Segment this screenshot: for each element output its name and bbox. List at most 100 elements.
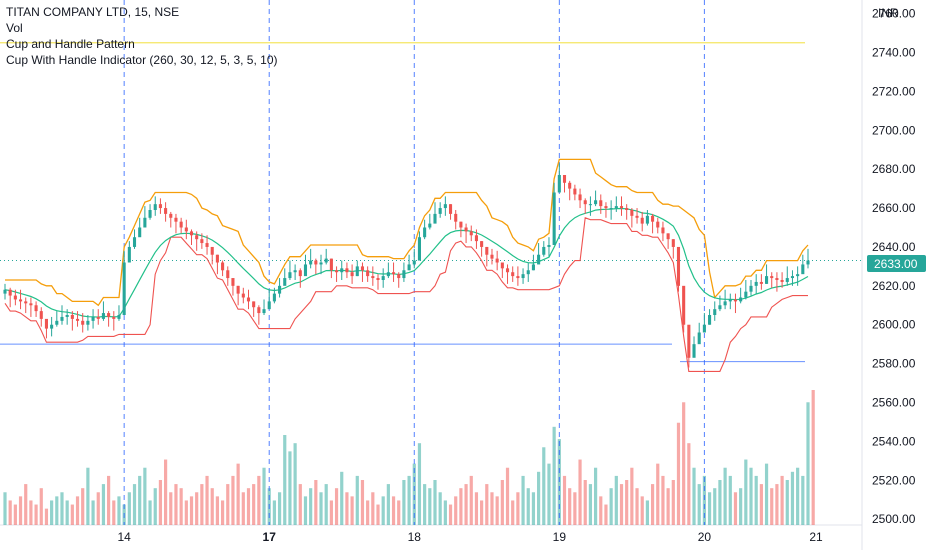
x-axis: 14 17 18 19 20 21 (117, 530, 823, 544)
legend-indicator-cup-with-handle[interactable]: Cup With Handle Indicator (260, 30, 12, … (6, 53, 278, 67)
candle (687, 324, 691, 368)
candle (770, 272, 774, 288)
volume-bar (785, 480, 789, 525)
volume-bar (811, 390, 815, 525)
volume-bar (485, 484, 489, 525)
candle (676, 246, 681, 292)
volume-bar (759, 484, 763, 525)
volume-bar (438, 492, 442, 525)
candle (443, 196, 447, 216)
volume-bar (132, 484, 137, 525)
volume-bar (184, 500, 188, 525)
legend-indicator-cup-handle[interactable]: Cup and Handle Pattern (6, 37, 135, 51)
y-tick-label: 2560.00 (872, 396, 916, 410)
candle (39, 307, 43, 327)
volume-bar (257, 475, 261, 525)
volume-bar (547, 463, 551, 525)
volume-bar (200, 484, 204, 525)
y-tick-label: 2640.00 (872, 240, 916, 254)
volume-bar (50, 500, 54, 525)
candle (671, 239, 675, 259)
candle (495, 250, 499, 271)
volume-bar (733, 492, 738, 525)
volume-bar (179, 488, 183, 525)
candle (651, 213, 655, 234)
candle (215, 254, 219, 275)
volume-bar (195, 492, 199, 525)
candle (169, 211, 173, 228)
volume-bar (630, 467, 634, 525)
candle (744, 280, 748, 300)
y-tick-label: 2760.00 (872, 7, 916, 21)
volume-bar (661, 475, 665, 525)
volume-bar (537, 471, 541, 525)
volume-bar (749, 467, 753, 525)
candle (200, 233, 204, 249)
volume-bar (96, 492, 100, 525)
volume-bar (780, 475, 784, 525)
volume-bar (262, 467, 266, 525)
volume-bar (593, 467, 598, 525)
volume-bar (366, 500, 370, 525)
volume-bar (391, 496, 396, 525)
candle (692, 336, 696, 358)
volume-bar (505, 467, 510, 525)
candle (531, 254, 535, 271)
candle (562, 175, 567, 193)
candle (754, 274, 758, 294)
volume-bar (376, 504, 380, 525)
candle (236, 285, 240, 306)
candle (143, 206, 147, 228)
currency-label: INR (878, 6, 899, 20)
volume-bar (252, 484, 256, 525)
candle (417, 231, 421, 261)
candle (319, 254, 323, 275)
last-price-tag: 2633.00 (867, 255, 926, 272)
candle (588, 196, 592, 216)
volume-bar (423, 484, 427, 525)
volume-bar (770, 488, 774, 525)
candle (407, 254, 411, 271)
candle (599, 194, 603, 214)
candle (500, 262, 504, 279)
volume-bar (107, 475, 111, 525)
candle (34, 301, 38, 317)
volume-bar (205, 475, 209, 525)
y-tick-label: 2700.00 (872, 123, 916, 137)
volume-bar (34, 504, 38, 525)
candle (485, 246, 489, 267)
x-tick-label: 18 (408, 530, 422, 544)
candle (459, 221, 463, 238)
candle (189, 229, 194, 245)
symbol-title[interactable]: TITAN COMPANY LTD, 15, NSE (6, 5, 180, 19)
candle (630, 208, 634, 228)
volume-bar (796, 467, 800, 525)
volume-bar (650, 484, 655, 525)
candle (65, 309, 69, 325)
candle (739, 287, 743, 304)
volume-bar (568, 488, 572, 525)
volume-bar (231, 475, 235, 525)
candle (542, 241, 546, 257)
candle (257, 305, 261, 325)
legend-indicator-vol[interactable]: Vol (6, 21, 23, 35)
candle (511, 266, 515, 282)
volume-bar (39, 488, 43, 525)
candle (355, 260, 359, 277)
volume-bar (666, 488, 670, 525)
volume-bar (687, 443, 691, 525)
y-tick-label: 2680.00 (872, 162, 916, 176)
volume-bar (443, 500, 447, 525)
candle (241, 287, 245, 304)
volume-bar (490, 492, 494, 525)
candle (433, 202, 437, 224)
candle (283, 268, 287, 286)
ema-line (4, 207, 809, 318)
volume-bar (531, 492, 536, 525)
volume-bar (604, 504, 608, 525)
candle (340, 260, 344, 280)
candle (148, 204, 152, 220)
y-tick-label: 2500.00 (872, 512, 916, 526)
candle (568, 180, 572, 201)
